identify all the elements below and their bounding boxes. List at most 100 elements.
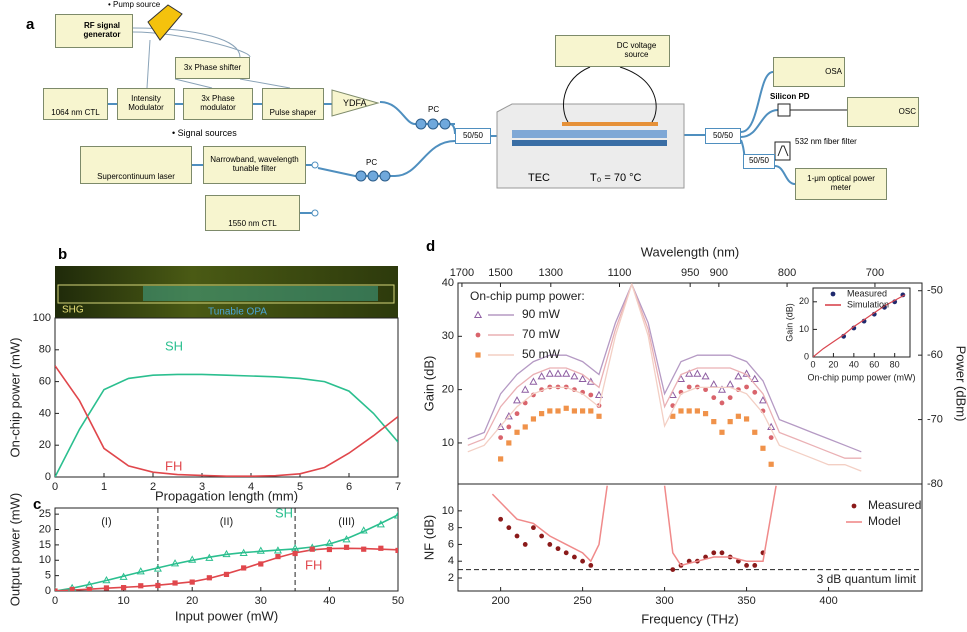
marker [343, 544, 350, 550]
y-tick-label: 5 [45, 570, 51, 582]
marker [506, 440, 512, 446]
marker [514, 411, 520, 417]
y2-tick-label: -70 [927, 413, 943, 425]
x-tick-label: 40 [849, 359, 859, 369]
pc-label: PC [428, 105, 440, 114]
pc-loop [355, 170, 367, 182]
y-tick-label: 40 [39, 407, 51, 419]
y-tick-label: 40 [442, 277, 454, 289]
marker [506, 424, 512, 430]
series-group [491, 485, 777, 572]
marker [102, 576, 111, 584]
y2-tick-label: -80 [927, 478, 943, 490]
opa-region [143, 286, 378, 301]
marker [686, 408, 692, 414]
marker [539, 411, 545, 417]
marker [702, 411, 709, 417]
splitter: 50/50 [705, 128, 741, 144]
x-tick-label: 10 [117, 595, 129, 607]
x-tick-label: 6 [346, 481, 352, 493]
y-tick-label: 8 [448, 522, 454, 534]
plot-frame [457, 483, 923, 592]
marker [531, 525, 536, 531]
marker [496, 422, 505, 431]
marker [506, 525, 512, 531]
panel-label: a [26, 16, 35, 33]
x-tick-label: 20 [186, 595, 198, 607]
marker [594, 390, 604, 399]
marker [189, 579, 195, 585]
x-tick-label: 60 [869, 359, 879, 369]
splitter: 50/50 [455, 128, 491, 144]
rf-lines [132, 27, 291, 89]
marker [555, 546, 561, 552]
region-label: (III) [338, 516, 355, 528]
y2-tick-label: -50 [927, 285, 943, 297]
marker [522, 424, 528, 430]
series-label: SH [275, 505, 293, 520]
y-tick-label: 80 [39, 344, 51, 356]
x2-axis-label: Wavelength (nm) [641, 244, 740, 259]
y-tick-label: 4 [448, 555, 454, 567]
x-tick-label: 2 [150, 481, 156, 493]
marker [103, 585, 110, 591]
panel-label: b [58, 246, 68, 263]
pc-loop [439, 118, 451, 130]
legend-label: 90 mW [522, 307, 561, 321]
pump-chip [147, 4, 183, 41]
marker [719, 429, 725, 435]
marker [703, 387, 708, 393]
x-tick-label: 300 [655, 595, 673, 607]
power-meter: 1-μm optical power meter [795, 168, 887, 200]
supercontinuum: Supercontinuum laser [80, 146, 192, 184]
y-tick-label: 25 [39, 508, 51, 520]
x2-tick-label: 900 [710, 267, 728, 279]
panel-label: c [33, 496, 42, 513]
region-label: (II) [220, 516, 233, 528]
x2-tick-label: 800 [778, 267, 796, 279]
fiber [740, 71, 796, 185]
marker [752, 429, 758, 435]
x-axis-label: On-chip pump power (mW) [807, 372, 915, 382]
region-label: (I) [101, 516, 111, 528]
plot-frame [54, 507, 399, 592]
x-tick-label: 40 [323, 595, 335, 607]
marker [309, 546, 315, 552]
marker [545, 369, 554, 377]
marker [670, 567, 676, 572]
intensity-modulator: Intensity Modulator [117, 88, 175, 120]
series-line [491, 485, 777, 567]
phase-shifter: 3x Phase shifter [175, 57, 250, 79]
marker [359, 526, 368, 534]
x2-tick-label: 1500 [488, 267, 512, 279]
marker [205, 553, 214, 561]
marker [580, 558, 586, 564]
y-tick-label: 30 [442, 330, 454, 342]
x-tick-label: 250 [573, 595, 591, 607]
limit-label: 3 dB quantum limit [817, 572, 917, 586]
tec-label: TEC [528, 172, 550, 184]
pc-label: PC [366, 158, 378, 167]
marker [512, 396, 522, 404]
y-axis-label: On-chip power (mW) [7, 338, 22, 458]
fiber [192, 140, 456, 177]
temperature-label: T₀ = 70 °C [590, 172, 642, 184]
legend-label: Measured [847, 288, 887, 298]
y-tick-label: 60 [39, 376, 51, 388]
marker [744, 384, 749, 390]
marker [588, 563, 594, 568]
ctl-1550: 1550 nm CTL [205, 195, 300, 231]
y-tick-label: 10 [442, 437, 454, 449]
marker [539, 533, 545, 539]
marker [521, 385, 530, 393]
legend-label: Model [868, 514, 901, 528]
image-label: Tunable OPA [208, 307, 267, 318]
plot-frame [54, 317, 399, 478]
amplifier-shape [331, 89, 380, 117]
marker [223, 571, 230, 577]
pc-loop [415, 118, 427, 130]
marker [571, 408, 578, 414]
marker [326, 546, 332, 553]
marker [188, 555, 197, 563]
